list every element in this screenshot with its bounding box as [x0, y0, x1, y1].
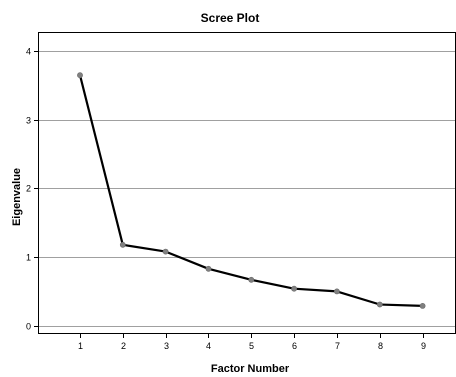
- x-tick-label: 2: [121, 341, 126, 351]
- x-axis-label: Factor Number: [211, 363, 290, 375]
- y-tick-label: 0: [26, 322, 31, 332]
- y-axis-ticks: 0 1 2 3 4: [26, 47, 38, 332]
- series-layer: [77, 72, 426, 309]
- x-tick-label: 5: [249, 341, 254, 351]
- x-tick-label: 6: [292, 341, 297, 351]
- x-tick-label: 8: [378, 341, 383, 351]
- x-tick-label: 1: [78, 341, 83, 351]
- data-point-factor-5: [248, 276, 255, 283]
- gridlines: [38, 51, 456, 327]
- data-point-factor-3: [162, 248, 169, 255]
- y-tick-label: 1: [26, 253, 31, 263]
- x-tick-label: 4: [206, 341, 211, 351]
- plot-frame: [38, 32, 456, 334]
- data-point-factor-8: [376, 301, 383, 308]
- y-tick-label: 3: [26, 116, 31, 126]
- x-tick-label: 9: [421, 341, 426, 351]
- y-axis-label: Eigenvalue: [11, 168, 23, 226]
- data-point-factor-7: [333, 288, 340, 295]
- x-axis-ticks: 1 2 3 4 5 6 7 8 9: [78, 334, 426, 351]
- y-tick-label: 2: [26, 184, 31, 194]
- x-tick-label: 3: [164, 341, 169, 351]
- y-tick-label: 4: [26, 47, 31, 57]
- data-point-factor-9: [419, 302, 426, 309]
- data-point-factor-2: [119, 241, 126, 248]
- chart-title: Scree Plot: [201, 11, 260, 25]
- data-point-factor-4: [205, 265, 212, 272]
- data-point-factor-6: [291, 285, 297, 292]
- x-tick-label: 7: [335, 341, 340, 351]
- series-line: [78, 74, 424, 307]
- data-point-factor-1: [77, 72, 83, 79]
